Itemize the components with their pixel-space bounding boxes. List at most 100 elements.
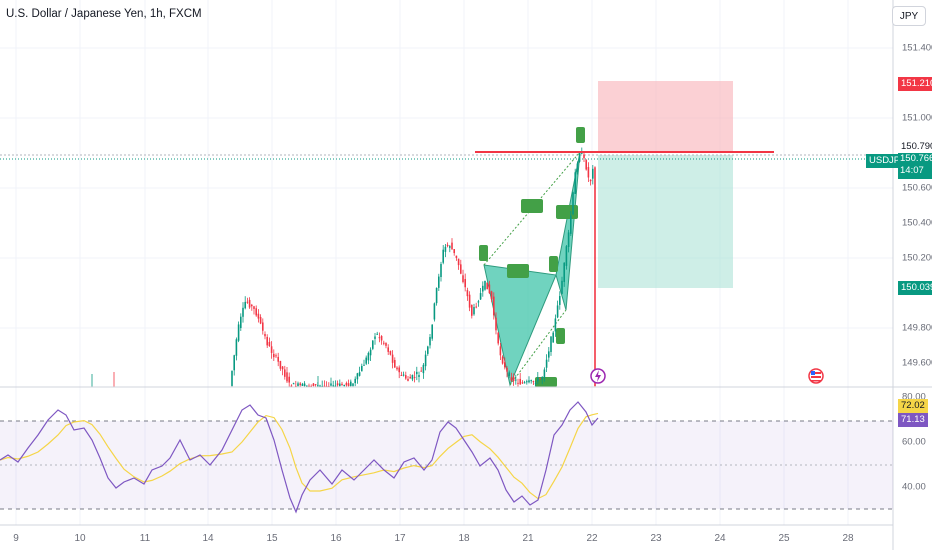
candle-body: [438, 276, 440, 288]
candle-body: [350, 381, 352, 386]
candle-body: [508, 372, 510, 376]
candle-body: [499, 346, 502, 356]
candle-body: [332, 385, 334, 387]
candle-body: [554, 318, 557, 332]
candle-body: [262, 322, 264, 331]
candle-body: [354, 378, 356, 384]
last-price-value: 150.766: [900, 153, 932, 164]
candle-body: [589, 179, 592, 182]
time-label: 17: [394, 533, 406, 544]
candle-body: [486, 282, 488, 290]
candle-body: [374, 336, 376, 339]
rsi-scale-label: 40.00: [902, 481, 926, 493]
candle-body: [468, 294, 471, 308]
candle-body: [490, 291, 493, 300]
candle-body: [345, 382, 348, 386]
candle-body: [532, 381, 535, 383]
stop-loss-price-badge[interactable]: 151.210: [898, 77, 932, 91]
time-label: 10: [74, 533, 86, 544]
candle-body: [431, 324, 433, 339]
candle-body: [235, 339, 238, 356]
price-label: 150.200: [902, 252, 932, 264]
candle-body: [405, 375, 407, 379]
pattern-point-c[interactable]: [556, 328, 565, 344]
entry-price-badge[interactable]: 150.790: [898, 140, 932, 154]
last-price-badge[interactable]: 150.766 14:07: [898, 153, 932, 179]
pattern-ratio-xd[interactable]: [521, 199, 543, 213]
bar-countdown: 14:07: [900, 165, 924, 176]
candle-body: [581, 152, 583, 154]
candle-body: [266, 336, 268, 346]
candle-body: [550, 336, 552, 352]
candle-body: [387, 347, 389, 352]
candlestick-series: [91, 147, 596, 387]
candle-body: [504, 362, 506, 368]
rsi-value-badge: 72.02: [898, 399, 928, 413]
take-profit-price-badge[interactable]: 150.039: [898, 281, 932, 295]
candle-body: [330, 383, 332, 386]
candle-body: [281, 366, 284, 370]
candle-body: [446, 244, 449, 247]
candle-body: [402, 374, 405, 376]
candle-body: [559, 296, 561, 305]
pattern-point-d[interactable]: [576, 127, 585, 143]
candle-body: [537, 377, 539, 382]
candle-body: [460, 264, 462, 274]
candle-body: [526, 381, 528, 383]
candle-body: [275, 355, 277, 357]
candle-body: [246, 301, 249, 303]
candle-body: [556, 305, 559, 318]
price-label: 150.600: [902, 182, 932, 194]
time-label: 11: [139, 533, 151, 544]
pattern-point-b[interactable]: [535, 377, 557, 387]
take-profit-zone[interactable]: [598, 155, 733, 288]
candle-body: [292, 383, 295, 385]
main-grid: [0, 0, 893, 525]
candle-body: [515, 379, 517, 381]
currency-button[interactable]: JPY: [892, 6, 926, 26]
pattern-ratio-bd[interactable]: [556, 205, 578, 219]
time-label: 25: [778, 533, 790, 544]
price-label: 151.000: [902, 112, 932, 124]
candle-body: [255, 308, 257, 316]
candle-body: [356, 373, 359, 380]
candle-body: [389, 351, 392, 355]
time-label: 22: [586, 533, 598, 544]
candle-body: [530, 380, 532, 382]
time-label: 24: [714, 533, 726, 544]
candle-body: [435, 287, 438, 304]
candle-body: [563, 262, 565, 282]
harmonic-pattern[interactable]: [479, 127, 585, 387]
candle-body: [284, 369, 286, 377]
chart-title[interactable]: U.S. Dollar / Japanese Yen, 1h, FXCM: [6, 8, 202, 20]
candle-body: [303, 383, 306, 386]
candle-body: [376, 333, 378, 335]
candle-body: [453, 249, 455, 254]
price-label: 149.600: [902, 357, 932, 369]
pattern-ratio-xb[interactable]: [507, 264, 529, 278]
candle-body: [471, 304, 473, 316]
candle-body: [495, 317, 497, 331]
us-flag-icon[interactable]: [808, 368, 824, 384]
candle-body: [541, 377, 543, 380]
lightning-icon[interactable]: [590, 368, 606, 384]
candle-body: [519, 378, 521, 385]
pattern-point-x[interactable]: [479, 245, 488, 261]
candle-body: [251, 304, 253, 307]
candle-body: [394, 359, 396, 368]
time-label: 15: [266, 533, 278, 544]
candle-body: [380, 335, 383, 341]
candle-body: [574, 172, 576, 194]
candle-body: [493, 296, 495, 316]
candle-body: [576, 163, 579, 173]
candle-body: [464, 279, 466, 288]
pattern-point-a[interactable]: [549, 256, 558, 272]
candle-body: [442, 249, 444, 263]
candle-body: [308, 385, 310, 387]
candle-body: [347, 383, 350, 386]
rsi-line: [0, 401, 599, 514]
candle-body: [334, 385, 337, 387]
stop-loss-zone[interactable]: [598, 81, 733, 153]
